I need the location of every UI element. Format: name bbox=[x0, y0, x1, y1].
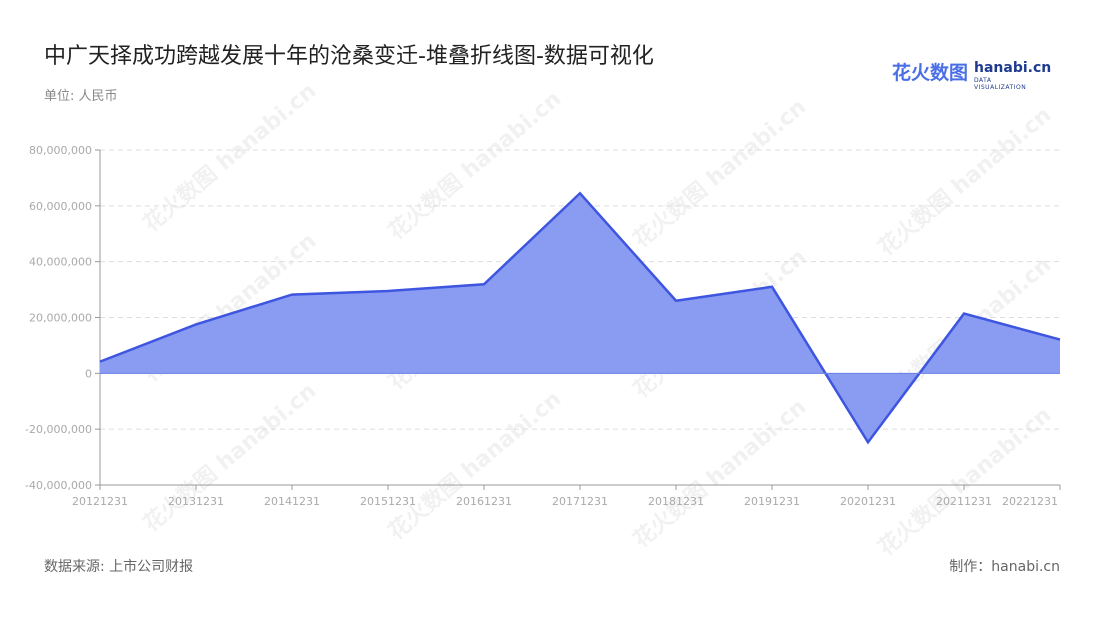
x-tick-label: 20171231 bbox=[552, 495, 608, 508]
maker-label: 制作：hanabi.cn bbox=[949, 559, 1060, 575]
y-tick-label: 80,000,000 bbox=[29, 144, 92, 157]
x-tick-label: 20161231 bbox=[456, 495, 512, 508]
unit-label: 单位: 人民币 bbox=[44, 89, 118, 104]
x-tick-label: 20221231 bbox=[1002, 495, 1058, 508]
x-tick-label: 20181231 bbox=[648, 495, 704, 508]
x-tick-label: 20131231 bbox=[168, 495, 224, 508]
area-fill bbox=[100, 193, 1060, 443]
logo-en-text: hanabi.cn bbox=[974, 60, 1052, 76]
y-tick-label: -20,000,000 bbox=[25, 423, 92, 436]
x-tick-label: 20121231 bbox=[72, 495, 128, 508]
hanabi-logo: 花火数图 hanabi.cn DATA VISUALIZATION bbox=[892, 58, 1051, 91]
data-source-label: 数据来源: 上市公司财报 bbox=[44, 559, 194, 575]
series-line bbox=[99, 191, 1061, 445]
chart-title: 中广天择成功跨越发展十年的沧桑变迁-堆叠折线图-数据可视化 bbox=[44, 44, 654, 69]
x-tick-label: 20211231 bbox=[936, 495, 992, 508]
logo-sub-text: DATA VISUALIZATION bbox=[974, 77, 1027, 91]
x-tick-label: 20151231 bbox=[360, 495, 416, 508]
x-tick-label: 20191231 bbox=[744, 495, 800, 508]
y-tick-label: -40,000,000 bbox=[25, 479, 92, 492]
y-tick-label: 40,000,000 bbox=[29, 256, 92, 269]
y-tick-label: 0 bbox=[85, 367, 92, 380]
y-tick-label: 60,000,000 bbox=[29, 200, 92, 213]
logo-cn-text: 花火数图 bbox=[892, 62, 969, 84]
y-tick-label: 20,000,000 bbox=[29, 312, 92, 325]
x-tick-label: 20141231 bbox=[264, 495, 320, 508]
x-tick-label: 20201231 bbox=[840, 495, 896, 508]
